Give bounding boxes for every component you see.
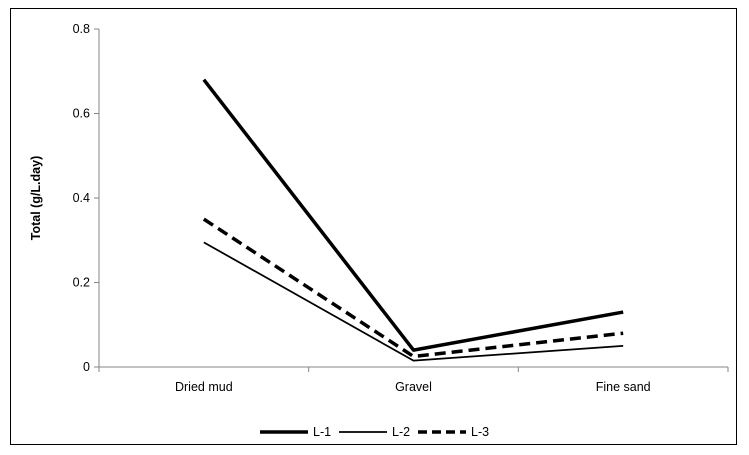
x-tick-label: Gravel: [395, 380, 432, 394]
legend-label-l-3: L-3: [471, 425, 489, 439]
x-tick-label: Fine sand: [596, 380, 651, 394]
legend-label-l-2: L-2: [392, 425, 410, 439]
x-tick-label: Dried mud: [175, 380, 233, 394]
series-line-l-3: [202, 217, 624, 359]
x-axis: Dried mud Gravel Fine sand: [98, 366, 729, 394]
y-tick-label: 0.4: [73, 191, 90, 205]
y-tick-label: 0.6: [73, 107, 90, 121]
series-line-l-1: [202, 78, 624, 352]
y-tick-label: 0.2: [73, 276, 90, 290]
y-tick-label: 0.8: [73, 22, 90, 36]
chart-frame: 0 0.2 0.4 0.6 0.8 Dried mud Gravel Fine sand L…: [10, 8, 737, 445]
y-tick-label: 0: [83, 360, 90, 374]
y-axis-title: Total (g/L.day): [29, 156, 43, 241]
series-line-l-2: [203, 241, 624, 362]
legend-label-l-1: L-1: [313, 425, 331, 439]
line-chart: 0 0.2 0.4 0.6 0.8 Dried mud Gravel Fine sand L…: [29, 22, 729, 439]
legend: L-1 L-2 L-3: [260, 425, 489, 439]
y-axis: 0 0.2 0.4 0.6 0.8: [73, 22, 100, 374]
series-lines: [202, 78, 624, 362]
